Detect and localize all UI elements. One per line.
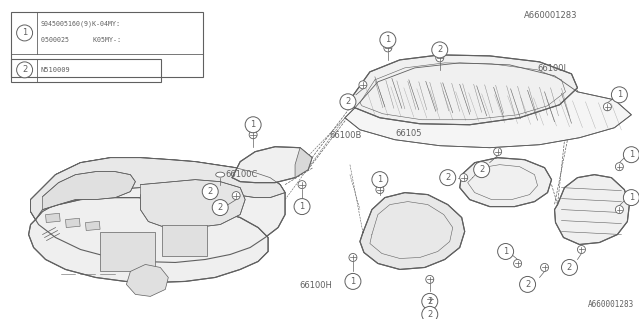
- Circle shape: [232, 192, 240, 200]
- Circle shape: [460, 174, 468, 182]
- Circle shape: [432, 42, 448, 58]
- Text: 1: 1: [628, 193, 634, 202]
- Polygon shape: [295, 148, 312, 178]
- Circle shape: [426, 276, 434, 284]
- Text: 66100B: 66100B: [330, 131, 362, 140]
- Bar: [45, 213, 60, 222]
- Text: 1: 1: [377, 175, 383, 184]
- Text: 2: 2: [445, 173, 451, 182]
- Text: 66105: 66105: [396, 129, 422, 138]
- Text: 1: 1: [22, 28, 28, 37]
- Text: 2: 2: [437, 45, 442, 54]
- Bar: [100, 232, 156, 271]
- Circle shape: [436, 54, 444, 62]
- Bar: [65, 218, 80, 228]
- Circle shape: [376, 186, 384, 194]
- Circle shape: [520, 276, 536, 292]
- Text: 1: 1: [617, 90, 622, 99]
- Bar: [163, 225, 207, 256]
- Circle shape: [541, 263, 548, 271]
- Text: 2: 2: [567, 263, 572, 272]
- Circle shape: [616, 163, 623, 171]
- Circle shape: [17, 25, 33, 41]
- Text: N510009: N510009: [40, 67, 70, 73]
- Circle shape: [298, 180, 306, 188]
- Bar: [11, 59, 161, 82]
- Circle shape: [202, 184, 218, 200]
- Text: 2: 2: [427, 297, 433, 306]
- Text: 1: 1: [250, 120, 256, 129]
- Polygon shape: [31, 158, 285, 262]
- Text: 2: 2: [22, 65, 28, 74]
- Circle shape: [359, 81, 367, 89]
- Text: 2: 2: [346, 97, 351, 106]
- Polygon shape: [126, 264, 168, 296]
- Polygon shape: [29, 197, 268, 283]
- Circle shape: [426, 295, 434, 303]
- Text: 1: 1: [350, 277, 356, 286]
- Ellipse shape: [216, 172, 225, 177]
- Circle shape: [498, 244, 514, 260]
- Text: 2: 2: [207, 187, 213, 196]
- Circle shape: [294, 199, 310, 215]
- Polygon shape: [31, 158, 285, 220]
- Polygon shape: [345, 63, 632, 148]
- Text: 2: 2: [218, 203, 223, 212]
- Circle shape: [623, 147, 639, 163]
- Circle shape: [623, 190, 639, 205]
- Circle shape: [422, 306, 438, 320]
- Circle shape: [372, 172, 388, 188]
- Polygon shape: [460, 158, 552, 207]
- Circle shape: [493, 148, 502, 156]
- Circle shape: [384, 44, 392, 52]
- Text: 2: 2: [427, 310, 433, 319]
- Circle shape: [604, 103, 611, 111]
- Circle shape: [349, 253, 357, 261]
- Circle shape: [380, 32, 396, 48]
- Text: 1: 1: [503, 247, 508, 256]
- Text: 66100H: 66100H: [300, 281, 332, 290]
- Bar: [11, 12, 204, 77]
- Circle shape: [345, 274, 361, 289]
- Circle shape: [561, 260, 577, 276]
- Polygon shape: [554, 175, 629, 244]
- Circle shape: [340, 94, 356, 110]
- Text: 2: 2: [479, 165, 484, 174]
- Polygon shape: [140, 180, 245, 228]
- Polygon shape: [43, 172, 136, 210]
- Text: 1: 1: [385, 36, 390, 44]
- Circle shape: [249, 131, 257, 139]
- Text: 66100C: 66100C: [225, 170, 258, 179]
- Polygon shape: [360, 193, 465, 269]
- Circle shape: [616, 205, 623, 213]
- Text: A660001283: A660001283: [588, 300, 634, 309]
- Circle shape: [440, 170, 456, 186]
- Circle shape: [577, 245, 586, 253]
- Text: 1: 1: [300, 202, 305, 211]
- Circle shape: [474, 162, 490, 178]
- Polygon shape: [350, 55, 577, 125]
- Text: 1: 1: [628, 150, 634, 159]
- Circle shape: [422, 293, 438, 309]
- Circle shape: [245, 117, 261, 133]
- Circle shape: [611, 87, 627, 103]
- Circle shape: [514, 260, 522, 268]
- Circle shape: [212, 200, 228, 216]
- Polygon shape: [232, 147, 312, 183]
- Text: 66100I: 66100I: [537, 64, 566, 73]
- Text: A660001283: A660001283: [524, 11, 578, 20]
- Circle shape: [17, 62, 33, 78]
- Text: 2: 2: [525, 280, 530, 289]
- Bar: [86, 221, 100, 230]
- Text: 0500025      K05MY-:: 0500025 K05MY-:: [40, 37, 120, 43]
- Text: S045005160(9)K-04MY:: S045005160(9)K-04MY:: [40, 21, 120, 27]
